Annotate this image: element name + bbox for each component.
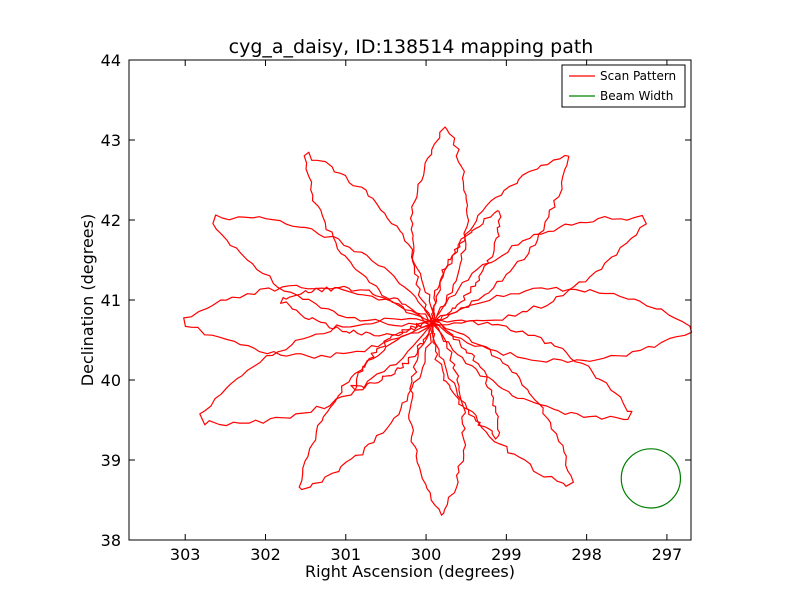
plot-area	[129, 60, 691, 540]
scan-pattern-petal	[430, 321, 501, 440]
beam-width-circle	[620, 448, 682, 509]
scan-pattern-petal	[199, 317, 433, 427]
series-layer	[183, 126, 693, 516]
scan-pattern-petal	[183, 284, 433, 359]
plot-frame	[128, 59, 692, 541]
x-axis: 303 302 301 300 299 298 297	[170, 60, 682, 564]
legend-label-scan-pattern: Scan Pattern	[600, 69, 676, 83]
x-tick-label: 302	[250, 545, 281, 564]
scan-pattern-petal	[280, 285, 434, 337]
scan-pattern-petal	[350, 320, 434, 391]
legend-label-beam-width: Beam Width	[600, 89, 673, 103]
scan-pattern-petal	[212, 214, 433, 327]
x-axis-label: Right Ascension (degrees)	[305, 562, 515, 581]
y-tick-label: 39	[101, 451, 121, 470]
x-tick-label: 299	[491, 545, 522, 564]
y-tick-label: 42	[101, 211, 121, 230]
x-tick-label: 303	[170, 545, 201, 564]
scan-pattern-petal	[431, 320, 575, 487]
scan-pattern-petal	[431, 154, 570, 325]
scan-pattern-petal	[303, 151, 435, 323]
scan-pattern-petal	[409, 126, 470, 323]
y-tick-label: 44	[101, 51, 121, 70]
scan-pattern-petal	[431, 214, 647, 326]
legend-box	[561, 64, 686, 108]
scan-pattern-petal	[431, 210, 502, 325]
scan-pattern-petal	[431, 319, 633, 421]
legend: Scan Pattern Beam Width	[561, 64, 686, 108]
y-axis-label: Declination (degrees)	[78, 214, 97, 386]
x-tick-label: 297	[652, 545, 683, 564]
chart-title: cyg_a_daisy, ID:138514 mapping path	[229, 36, 594, 58]
y-tick-label: 38	[101, 531, 121, 550]
y-tick-label: 43	[101, 131, 121, 150]
y-axis: 38 39 40 41 42 43 44	[101, 51, 691, 550]
y-tick-label: 41	[101, 291, 121, 310]
y-tick-label: 40	[101, 371, 121, 390]
x-tick-label: 300	[411, 545, 442, 564]
x-tick-label: 301	[330, 545, 361, 564]
x-tick-label: 298	[571, 545, 602, 564]
